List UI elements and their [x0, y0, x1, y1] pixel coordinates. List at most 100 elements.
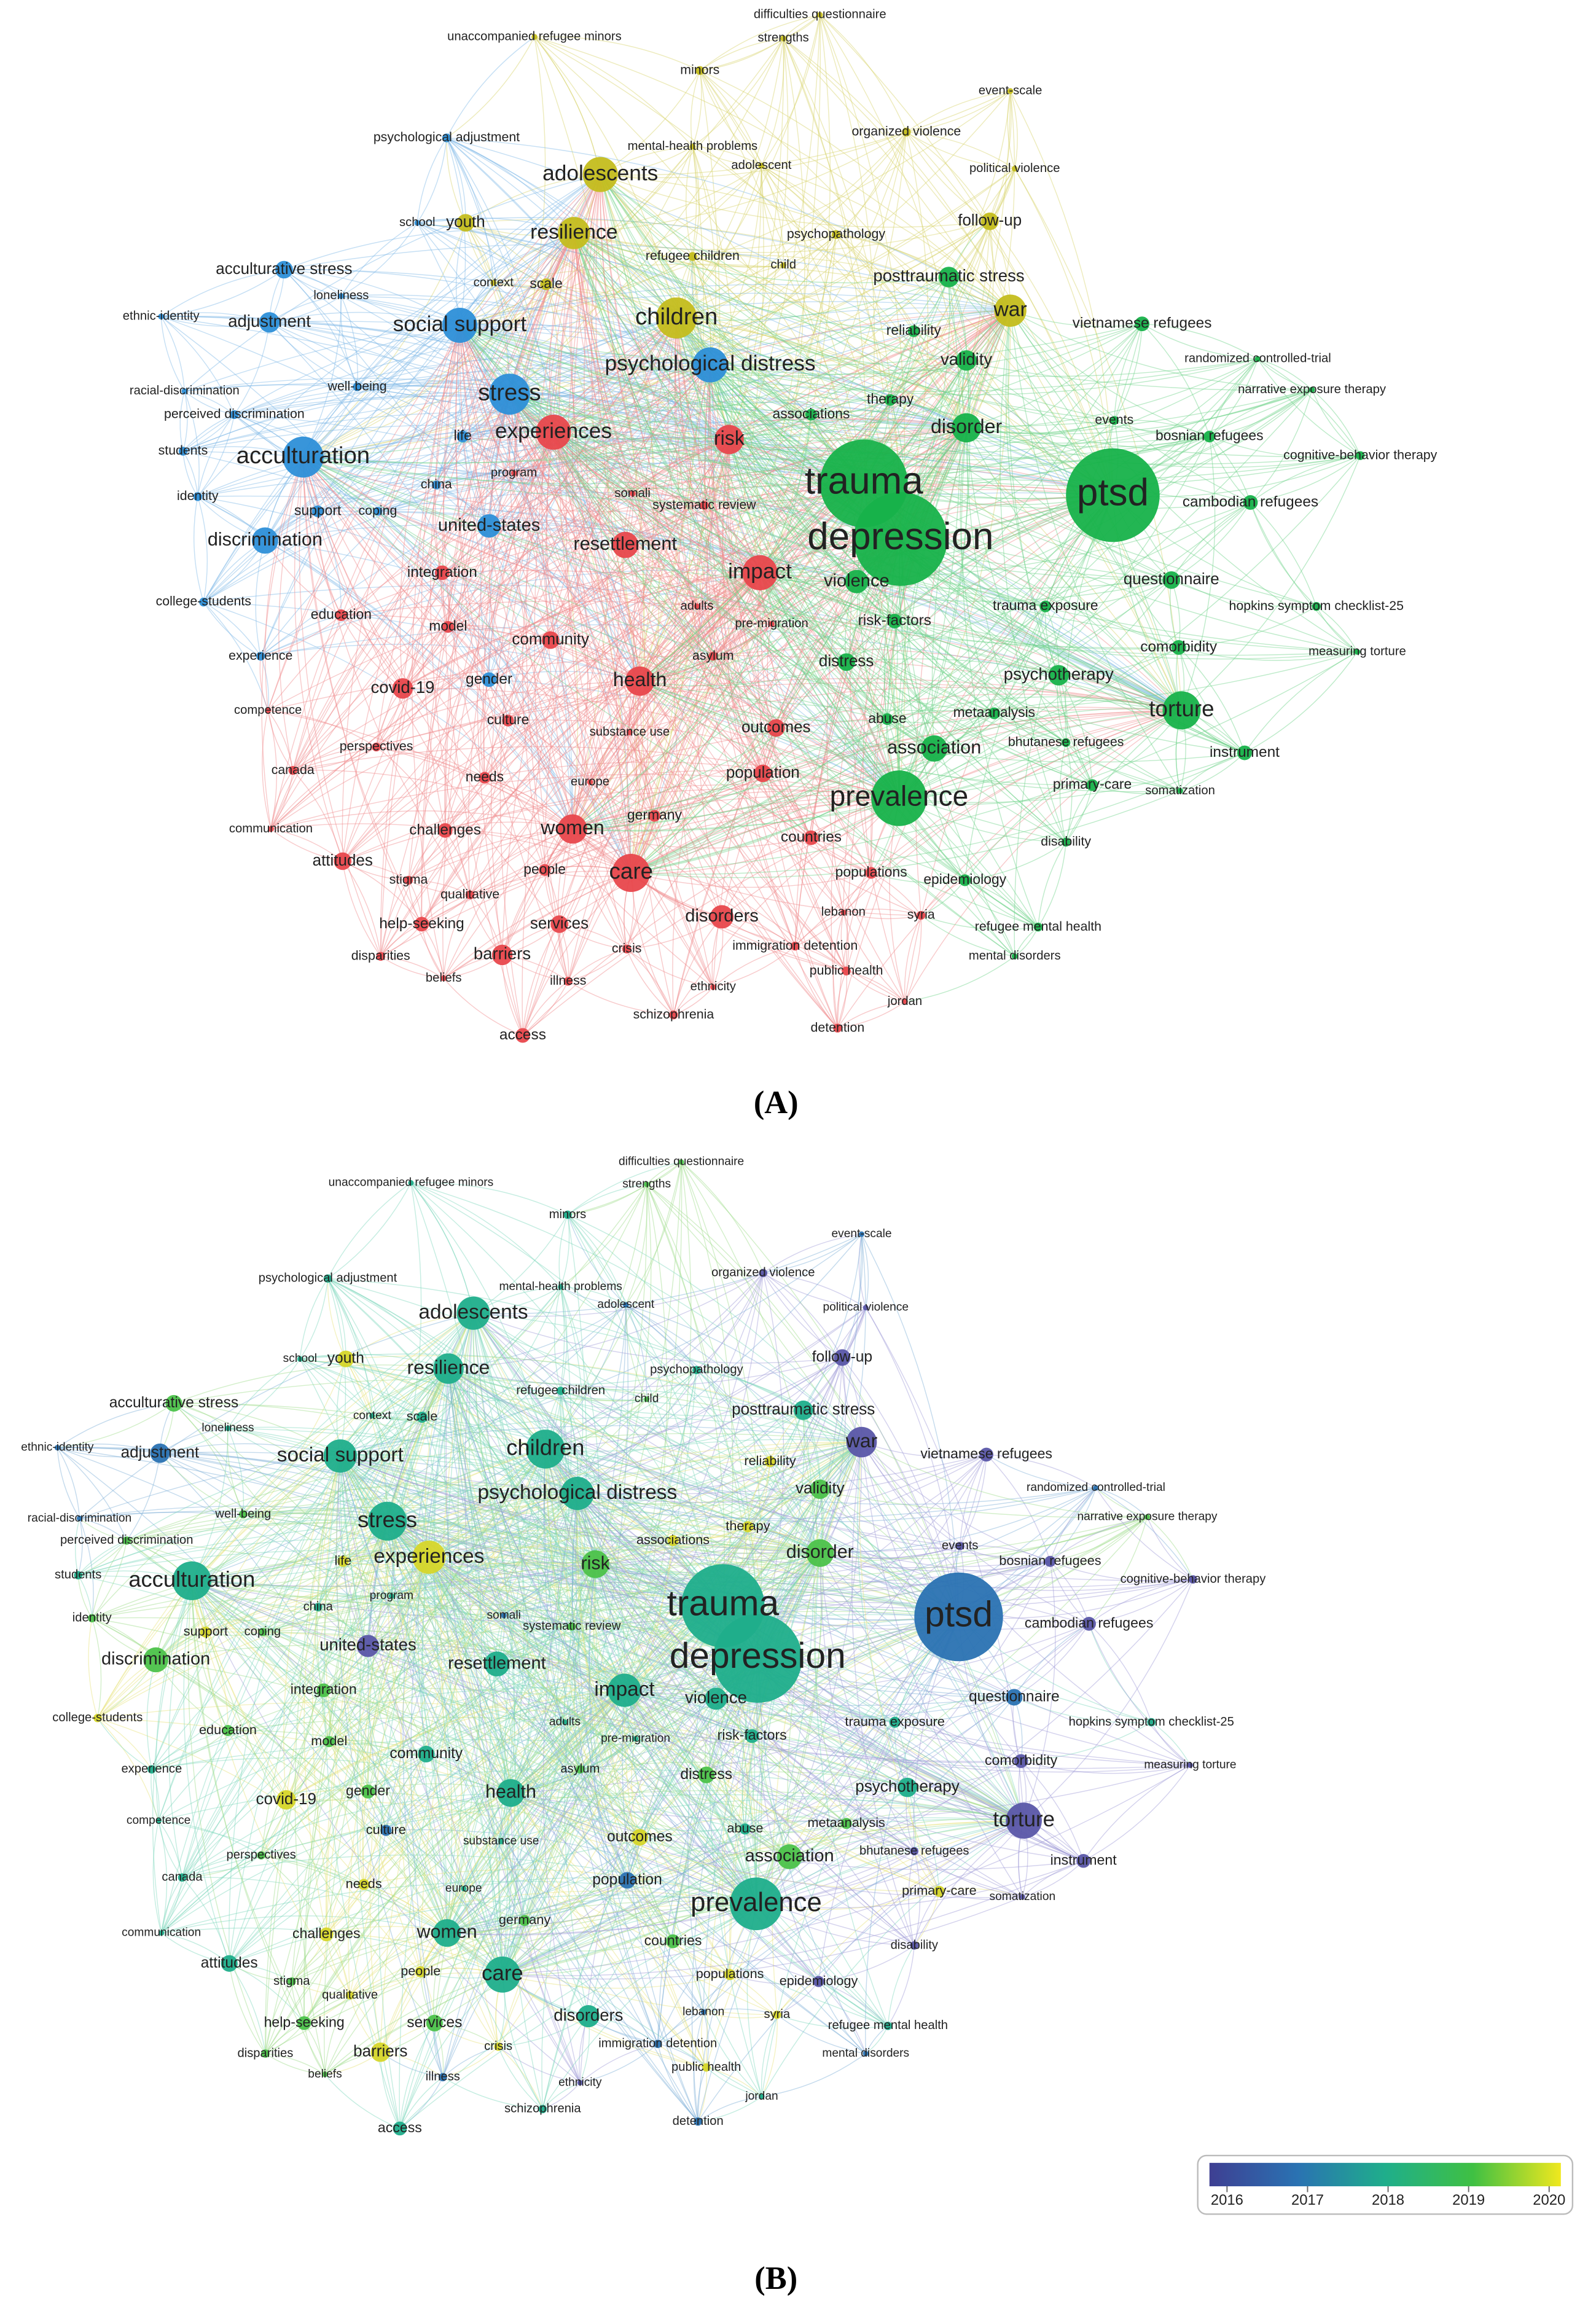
edge	[646, 1369, 697, 1400]
edge	[676, 15, 821, 319]
node-label: mental-health problems	[628, 139, 758, 153]
node-label: community	[389, 1745, 463, 1762]
edge	[502, 1823, 847, 1976]
edge	[385, 1689, 625, 1831]
edge	[386, 1829, 464, 1889]
edge	[340, 1455, 1050, 1568]
edge	[630, 414, 812, 874]
edge	[776, 1820, 1024, 2016]
edge	[509, 307, 1011, 395]
edge	[446, 36, 535, 139]
node-label: countries	[644, 1932, 702, 1948]
edge	[1010, 310, 1312, 391]
node-label: adults	[549, 1716, 581, 1729]
edge	[192, 1357, 843, 1582]
edge	[292, 394, 510, 771]
node-label: detention	[810, 1020, 864, 1034]
node-label: canada	[162, 1871, 203, 1884]
node-label: validity	[941, 350, 992, 369]
edge	[794, 539, 901, 947]
edge	[906, 131, 990, 222]
edge	[835, 234, 949, 278]
node-label: psychological adjustment	[259, 1272, 397, 1285]
node-label: therapy	[867, 391, 914, 407]
edge	[336, 1456, 444, 2078]
node-label: randomized controlled-trial	[1027, 1481, 1165, 1494]
edge	[624, 1273, 764, 1691]
edge	[410, 1183, 516, 1975]
node-label: europe	[445, 1882, 482, 1895]
edge	[184, 391, 235, 415]
edge	[700, 70, 1011, 311]
edge	[387, 1520, 959, 1621]
node-label: mental-health problems	[499, 1280, 622, 1293]
edge	[191, 1580, 847, 1824]
node-label: care	[609, 859, 653, 884]
edge	[625, 1304, 697, 1371]
edge	[573, 233, 705, 506]
edge	[600, 131, 907, 179]
edge	[399, 2022, 435, 2129]
edge	[502, 1162, 683, 1975]
node-label: war	[845, 1429, 878, 1452]
edge	[509, 393, 1361, 481]
edge	[380, 1605, 724, 2053]
edge	[391, 1562, 596, 1597]
edge	[846, 1823, 915, 1852]
edge	[126, 1433, 862, 1541]
edge	[590, 770, 899, 799]
edge	[455, 325, 569, 982]
edge	[324, 1820, 1024, 2075]
edge	[567, 1184, 647, 1216]
edge	[377, 466, 864, 512]
edge	[182, 391, 188, 452]
node-label: refugee mental health	[828, 2019, 948, 2032]
edge	[710, 364, 995, 714]
node-label: associations	[636, 1532, 710, 1547]
node-label: experience	[229, 648, 292, 663]
edge	[173, 1364, 448, 1404]
edge	[567, 1214, 757, 1904]
edge	[402, 495, 1113, 689]
edge	[267, 538, 901, 711]
edge	[820, 1487, 1097, 1554]
edge	[696, 1369, 804, 1411]
edge	[498, 2046, 544, 2110]
edge	[510, 1162, 682, 1793]
node-label: epidemiology	[780, 1973, 858, 1988]
edge	[729, 439, 1361, 487]
edge	[286, 1616, 959, 1801]
edge	[448, 1368, 581, 1770]
edge	[292, 746, 377, 771]
edge	[632, 493, 761, 573]
node-label: somali	[614, 487, 651, 500]
edge	[1038, 842, 1066, 928]
edge	[326, 1934, 503, 1975]
edge	[227, 1426, 578, 1494]
edge	[574, 131, 907, 234]
edge	[227, 1563, 596, 1731]
edge	[203, 601, 899, 799]
edge	[502, 1493, 582, 1975]
edge	[534, 36, 601, 175]
edge	[376, 678, 1182, 748]
edge	[904, 915, 921, 1002]
edge	[904, 710, 1182, 1003]
edge	[78, 1549, 723, 1606]
edge	[600, 174, 995, 714]
edge	[697, 1820, 1024, 2122]
edge	[391, 1595, 757, 1904]
edge	[510, 1184, 647, 1793]
node-label: challenges	[292, 1925, 361, 1941]
edge	[631, 713, 995, 874]
edge	[589, 572, 761, 783]
node-label: unaccompanied refugee minors	[447, 29, 622, 43]
edge	[534, 36, 693, 147]
edge	[673, 1941, 730, 1975]
edge	[568, 572, 761, 982]
edge	[1089, 1623, 1152, 1722]
edge	[350, 1971, 421, 1996]
edge	[302, 456, 546, 870]
edge	[387, 1516, 1148, 1565]
edge	[573, 233, 1059, 676]
